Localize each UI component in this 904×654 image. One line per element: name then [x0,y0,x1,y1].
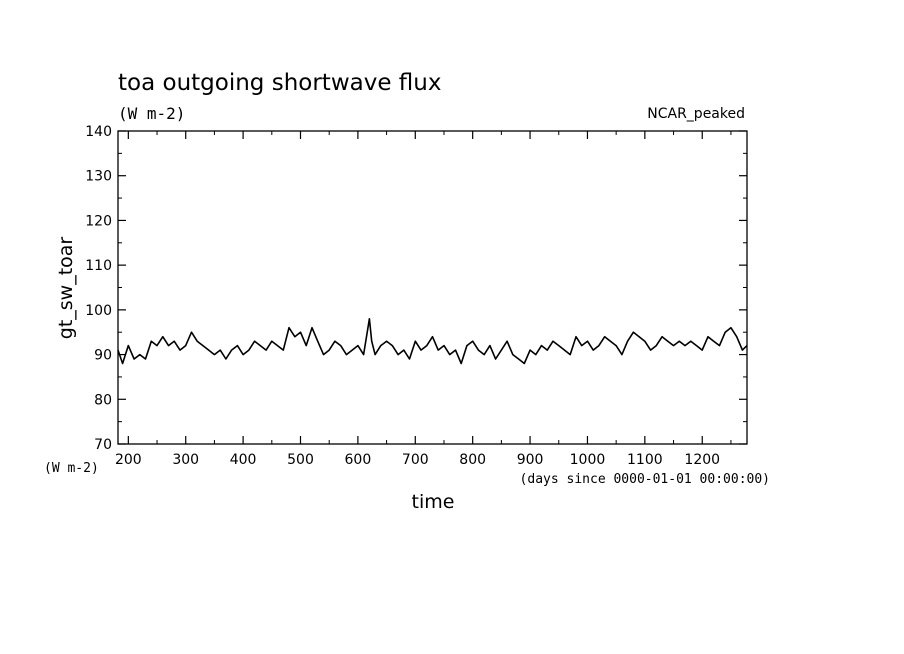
x-tick-label: 1100 [627,452,663,468]
series-line [117,318,748,365]
x-tick-label: 1000 [570,452,606,468]
x-tick-label: 400 [230,452,257,468]
chart-title: toa outgoing shortwave flux [118,70,441,96]
y-tick-label: 120 [85,213,112,229]
chart-subtitle: (W m-2) [118,104,185,123]
y-tick-label: 100 [85,303,112,319]
y-axis-units: (W m-2) [44,461,99,476]
y-tick-label: 110 [85,258,112,274]
x-tick-label: 900 [517,452,544,468]
x-tick-label: 1200 [684,452,720,468]
y-tick-label: 80 [94,392,112,408]
y-tick-label: 70 [94,437,112,453]
y-tick-label: 90 [94,348,112,364]
y-axis-label: gt_sw_toar [55,237,77,340]
y-tick-label: 130 [85,169,112,185]
x-tick-label: 500 [287,452,314,468]
x-tick-label: 600 [345,452,372,468]
x-tick-label: 800 [459,452,486,468]
y-tick-label: 140 [85,124,112,140]
plot-frame [117,130,748,445]
x-axis-units: (days since 0000-01-01 00:00:00) [520,472,770,487]
x-tick-label: 200 [115,452,142,468]
x-tick-label: 300 [172,452,199,468]
x-axis-label: time [412,491,455,513]
chart-label-right: NCAR_peaked [647,106,745,122]
x-tick-label: 700 [402,452,429,468]
